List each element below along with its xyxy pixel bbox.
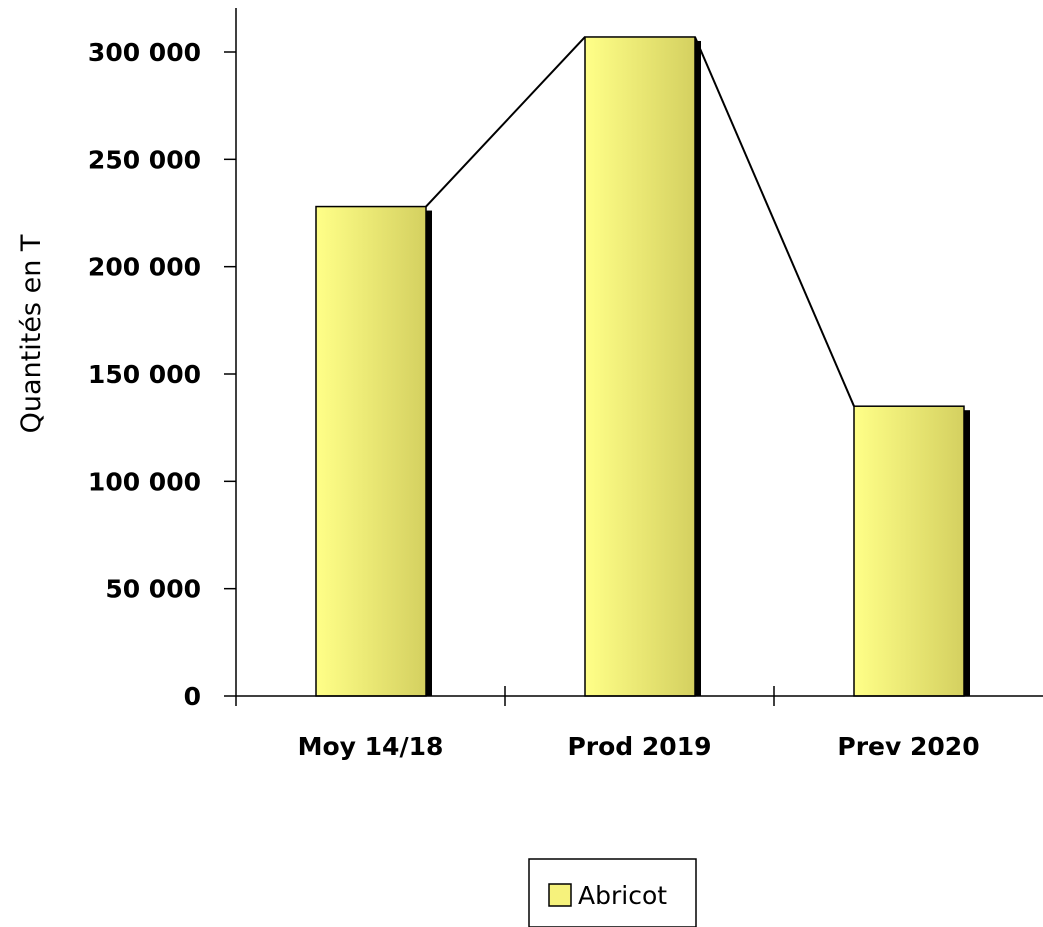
y-tick-label: 50 000 (105, 575, 201, 604)
x-tick-label: Prod 2019 (567, 732, 711, 761)
bar-prev-2020 (853, 405, 965, 697)
y-tick-label: 250 000 (88, 145, 201, 174)
axes (235, 8, 1043, 706)
legend-label-abricot: Abricot (578, 881, 667, 910)
x-tick-label: Prev 2020 (837, 732, 979, 761)
x-tick-label: Moy 14/18 (298, 732, 444, 761)
y-tick-label: 200 000 (88, 253, 201, 282)
bars (315, 36, 970, 697)
connector-line (425, 36, 855, 407)
connector-segment (425, 36, 586, 208)
y-tick-label: 0 (184, 682, 201, 711)
legend: Abricot (528, 858, 697, 927)
y-axis-ticks: 0 50 000 100 000 150 000 200 000 250 000 300 0… (88, 38, 236, 711)
y-tick-label: 300 000 (88, 38, 201, 67)
legend-swatch (548, 883, 572, 907)
y-axis-title: Quantités en T (16, 234, 47, 433)
connector-segment (694, 36, 855, 407)
bar-moy-14-18 (315, 205, 427, 697)
x-axis-labels: Moy 14/18 Prod 2019 Prev 2020 (298, 732, 980, 761)
y-tick-label: 100 000 (88, 467, 201, 496)
y-tick-label: 150 000 (88, 360, 201, 389)
bar-prod-2019 (584, 36, 696, 697)
